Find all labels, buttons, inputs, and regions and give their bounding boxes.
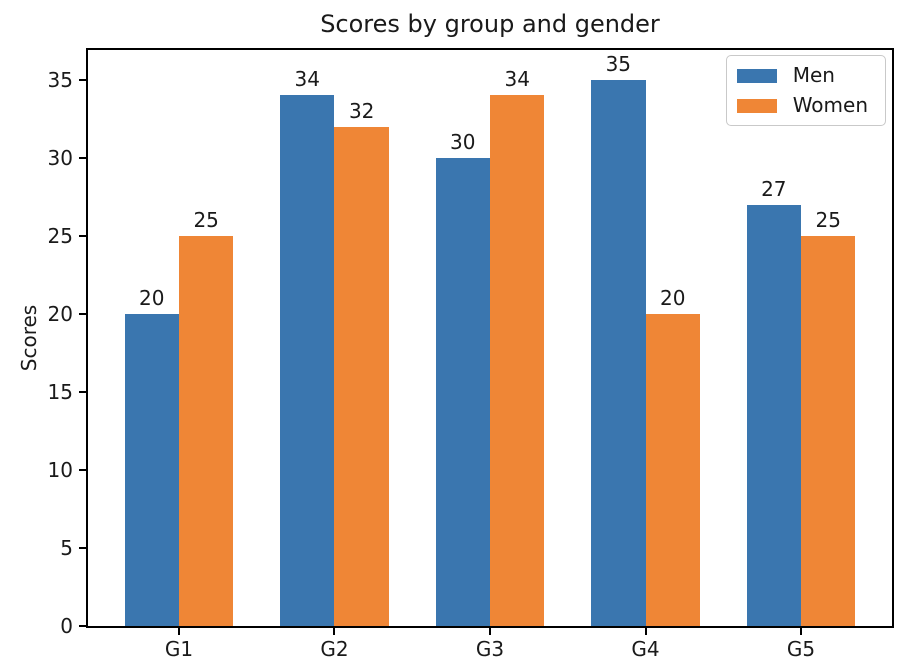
value-label-men-g2: 34 [294,67,320,92]
chart-title: Scores by group and gender [320,10,660,38]
bar-women-g5 [801,235,856,626]
value-label-men-g3: 30 [450,129,476,154]
y-tick-5 [79,546,86,549]
y-tick-30 [79,156,86,159]
plot-area: Men Women 0 5 10 15 20 25 30 35 G1 20 25 G2 34 32 G3 30… [48,48,894,661]
y-tick-10 [79,468,86,471]
y-tick-0 [79,625,86,627]
bar-men-g1 [124,313,179,626]
x-tick-g4 [644,628,647,635]
x-tick-g3 [489,628,491,635]
x-tick-g5 [800,628,803,635]
value-label-women-g3: 34 [504,67,530,92]
y-tick-label-20: 20 [47,301,73,326]
bar-men-g2 [280,95,335,626]
legend-item-women: Women [736,93,874,117]
bar-women-g1 [178,235,234,626]
y-tick-label-30: 30 [47,145,73,170]
x-tick-label-g3: G3 [475,637,505,661]
legend-label-women: Women [792,93,868,117]
value-label-men-g1: 20 [139,285,165,310]
x-tick-label-g2: G2 [320,637,349,661]
legend: Men Women [725,55,886,126]
y-tick-20 [79,312,86,315]
value-label-women-g1: 25 [193,207,219,232]
bar-women-g4 [645,313,700,626]
y-tick-label-15: 15 [47,379,73,404]
bar-men-g3 [435,157,490,626]
y-tick-label-5: 5 [60,535,73,560]
y-tick-15 [79,390,86,393]
value-label-women-g5: 25 [815,207,841,232]
bar-women-g3 [490,95,545,626]
x-tick-label-g1: G1 [164,637,194,661]
y-tick-label-35: 35 [47,67,73,92]
legend-swatch-men-icon [736,68,777,83]
legend-item-men: Men [736,63,874,87]
y-tick-label-10: 10 [47,457,73,482]
x-tick-g2 [333,628,336,635]
y-tick-label-25: 25 [47,223,73,248]
legend-label-men: Men [792,63,835,87]
x-tick-g1 [177,628,180,635]
bar-men-g5 [746,204,802,626]
value-label-men-g4: 35 [605,51,632,76]
y-tick-35 [79,78,86,81]
y-tick-25 [79,234,86,237]
y-tick-label-0: 0 [60,614,73,638]
x-tick-label-g4: G4 [631,637,660,661]
x-tick-label-g5: G5 [786,637,816,661]
bar-women-g2 [334,126,389,626]
bar-men-g4 [591,79,646,626]
value-label-women-g4: 20 [659,285,686,310]
value-label-men-g5: 27 [761,176,787,201]
legend-swatch-women-icon [736,98,777,113]
value-label-women-g2: 32 [348,98,375,123]
